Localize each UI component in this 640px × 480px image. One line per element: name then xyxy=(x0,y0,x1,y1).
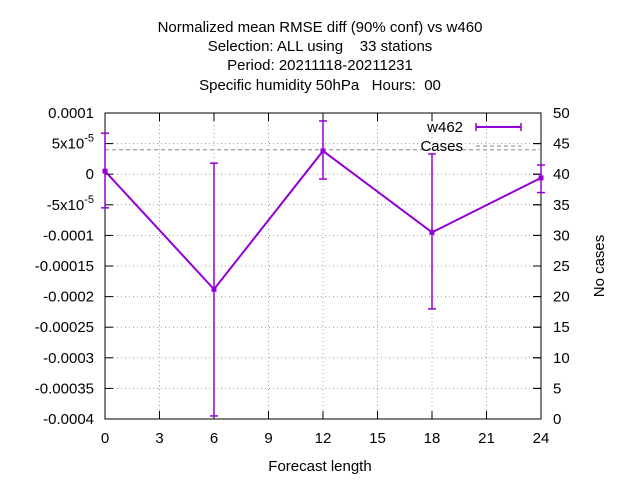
y-tick-label: 5x10-5 xyxy=(52,133,94,153)
w462-point xyxy=(429,229,435,235)
title-line-2: Selection: ALL using 33 stations xyxy=(208,38,433,55)
y2-tick-label: 45 xyxy=(553,136,570,153)
y-tick-label: 0 xyxy=(86,166,94,183)
y2-tick-label: 20 xyxy=(553,289,570,306)
y2-tick-label: 0 xyxy=(553,411,561,428)
legend-label-cases: Cases xyxy=(420,138,463,155)
x-tick-label: 6 xyxy=(210,430,218,447)
series-layer xyxy=(101,120,545,417)
grid xyxy=(105,113,541,419)
y2-axis-label: No cases xyxy=(591,235,608,298)
w462-point xyxy=(320,148,326,154)
chart-title: Normalized mean RMSE diff (90% conf) vs … xyxy=(158,19,483,94)
y2-tick-label: 30 xyxy=(553,227,570,244)
w462-point xyxy=(102,168,108,174)
x-axis: 0 3 6 9 12 15 18 21 24 xyxy=(101,113,550,447)
y-tick-exponent: -5 xyxy=(84,133,94,145)
y2-tick-label: 35 xyxy=(553,197,570,214)
y-tick-label: -0.00025 xyxy=(35,319,94,336)
y2-tick-label: 15 xyxy=(553,319,570,336)
x-tick-label: 12 xyxy=(315,430,332,447)
y-tick-exponent: -5 xyxy=(84,194,94,206)
w462-point xyxy=(538,175,544,181)
y-tick-label: 0.0001 xyxy=(48,105,94,122)
x-tick-label: 9 xyxy=(264,430,272,447)
y2-tick-label: 25 xyxy=(553,258,570,275)
title-line-1: Normalized mean RMSE diff (90% conf) vs … xyxy=(158,19,483,36)
y2-tick-label: 5 xyxy=(553,380,561,397)
x-tick-label: 21 xyxy=(478,430,495,447)
y2-tick-label: 50 xyxy=(553,105,570,122)
y-tick-label: -0.0004 xyxy=(43,411,94,428)
y-tick-label: -0.0001 xyxy=(43,227,94,244)
title-line-4: Specific humidity 50hPa Hours: 00 xyxy=(199,77,441,94)
y2-tick-label: 40 xyxy=(553,166,570,183)
legend: w462 Cases xyxy=(420,119,522,155)
x-tick-label: 0 xyxy=(101,430,109,447)
title-line-3: Period: 20211118-20211231 xyxy=(227,57,413,74)
y-tick-label: -0.0003 xyxy=(43,350,94,367)
y2-tick-label: 10 xyxy=(553,350,570,367)
y-tick-label: -0.00035 xyxy=(35,380,94,397)
w462-point xyxy=(211,286,217,292)
x-tick-label: 18 xyxy=(424,430,441,447)
x-tick-label: 3 xyxy=(155,430,163,447)
y-tick-label: -0.00015 xyxy=(35,258,94,275)
y-axis: 0.0001 5x10-5 0 -5x10-5 -0.0001 -0.00015 -0.00… xyxy=(35,105,541,428)
y-tick-label: -0.0002 xyxy=(43,289,94,306)
x-tick-label: 24 xyxy=(533,430,550,447)
y-tick-label: -5x10-5 xyxy=(47,194,94,214)
x-axis-label: Forecast length xyxy=(268,458,371,475)
x-tick-label: 15 xyxy=(369,430,386,447)
legend-label-w462: w462 xyxy=(426,119,463,136)
